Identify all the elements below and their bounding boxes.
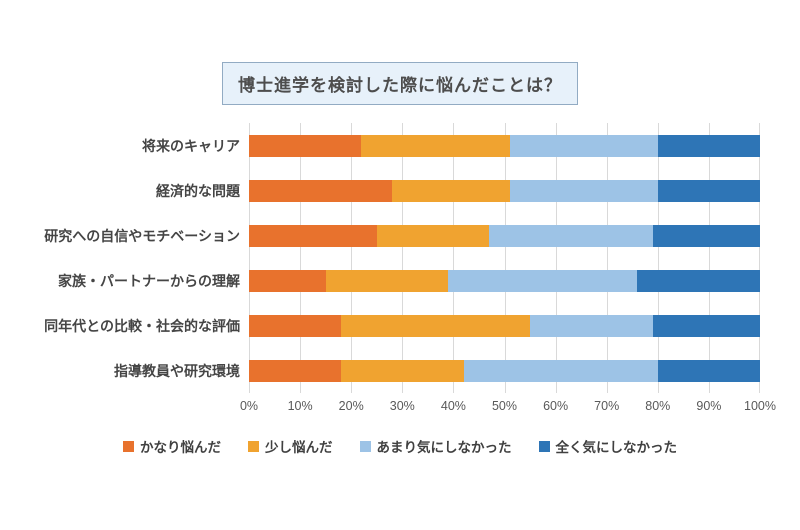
- category-label: 指導教員や研究環境: [114, 362, 240, 379]
- category-labels-column: 将来のキャリア経済的な問題研究への自信やモチベーション家族・パートナーからの理解…: [0, 123, 249, 393]
- category-label: 家族・パートナーからの理解: [58, 272, 240, 289]
- bar-segment-series-2: [376, 224, 490, 247]
- gridline-70: [606, 123, 608, 393]
- bar-segment-series-4: [652, 314, 760, 337]
- bar-segment-series-3: [509, 179, 658, 202]
- chart-title: 博士進学を検討した際に悩んだことは？: [222, 62, 578, 105]
- bar-segment-series-4: [657, 134, 760, 157]
- gridline-20: [351, 123, 353, 393]
- bar-segment-series-2: [325, 269, 449, 292]
- bar-segment-series-2: [361, 134, 510, 157]
- bar-segment-series-3: [509, 134, 658, 157]
- bar-segment-series-1: [249, 314, 341, 337]
- bar-row: [249, 258, 760, 303]
- x-axis-tick-label: 70%: [594, 399, 620, 413]
- legend-label: かなり悩んだ: [140, 440, 221, 455]
- x-axis-tick-label: 20%: [338, 399, 364, 413]
- bar-track: [249, 269, 760, 292]
- gridline-100: [759, 123, 760, 393]
- bar-segment-series-3: [448, 269, 638, 292]
- bar-segment-series-4: [657, 359, 760, 382]
- bar-segment-series-3: [463, 359, 658, 382]
- plot-wrap: 将来のキャリア経済的な問題研究への自信やモチベーション家族・パートナーからの理解…: [0, 123, 776, 413]
- bar-segment-series-3: [530, 314, 653, 337]
- bar-segment-series-1: [249, 359, 341, 382]
- gridline-30: [402, 123, 404, 393]
- x-axis-tick-label: 90%: [696, 399, 722, 413]
- chart-legend: かなり悩んだ 少し悩んだ あまり気にしなかった 全く気にしなかった: [0, 436, 800, 456]
- bar-segment-series-4: [652, 224, 760, 247]
- bar-segment-series-3: [489, 224, 653, 247]
- bars-layer: [249, 123, 760, 393]
- gridline-40: [453, 123, 455, 393]
- legend-item: かなり悩んだ: [123, 436, 221, 456]
- legend-label: あまり気にしなかった: [376, 440, 512, 455]
- bar-track: [249, 224, 760, 247]
- bar-segment-series-2: [392, 179, 510, 202]
- gridline-60: [555, 123, 557, 393]
- bar-segment-series-2: [340, 314, 531, 337]
- gridlines-layer: [249, 123, 760, 393]
- x-axis-tick-label: 0%: [239, 399, 259, 413]
- legend-swatch-icon: [248, 440, 259, 452]
- legend-swatch-icon: [123, 440, 134, 452]
- x-axis-tick-label: 30%: [389, 399, 415, 413]
- legend-item: 少し悩んだ: [248, 436, 333, 456]
- plot-area: 0% 10% 20% 30% 40% 50% 60% 70% 80% 90% 100%: [240, 123, 776, 413]
- gridline-80: [657, 123, 659, 393]
- legend-item: あまり気にしなかった: [359, 436, 512, 456]
- bar-row: [249, 168, 760, 213]
- gridline-90: [708, 123, 710, 393]
- bar-segment-series-1: [249, 134, 362, 157]
- legend-swatch-icon: [538, 440, 550, 452]
- gridline-50: [504, 123, 506, 393]
- gridline-10: [300, 123, 302, 393]
- bar-segment-series-1: [249, 224, 377, 247]
- bar-row: [249, 123, 760, 168]
- bar-row: [249, 348, 760, 393]
- x-axis-tick-label: 50%: [491, 399, 518, 413]
- category-label: 研究への自信やモチベーション: [44, 227, 240, 244]
- category-label: 将来のキャリア: [142, 137, 240, 154]
- x-axis-tick-label: 60%: [543, 399, 569, 413]
- x-axis-tick-label: 40%: [440, 399, 466, 413]
- x-axis-tick-label: 100%: [744, 399, 776, 413]
- legend-item: 全く気にしなかった: [538, 436, 678, 456]
- bar-segment-series-1: [249, 179, 393, 202]
- category-label: 同年代との比較・社会的な評価: [44, 317, 240, 334]
- bar-segment-series-2: [340, 359, 464, 382]
- category-label: 経済的な問題: [156, 182, 240, 199]
- legend-label: 全く気にしなかった: [555, 440, 678, 455]
- bar-row: [249, 303, 760, 348]
- gridline-0: [249, 123, 250, 393]
- bar-track: [249, 359, 760, 382]
- x-axis-tick-label: 10%: [287, 399, 313, 413]
- x-axis-tick-label: 80%: [645, 399, 671, 413]
- bar-track: [249, 134, 760, 157]
- bar-track: [249, 179, 760, 202]
- legend-swatch-icon: [359, 440, 371, 452]
- legend-label: 少し悩んだ: [265, 440, 333, 455]
- bar-row: [249, 213, 760, 258]
- bar-segment-series-1: [249, 269, 326, 292]
- bar-track: [249, 314, 760, 337]
- bar-segment-series-4: [637, 269, 760, 292]
- x-axis: 0% 10% 20% 30% 40% 50% 60% 70% 80% 90% 100%: [240, 399, 776, 417]
- bar-segment-series-4: [657, 179, 760, 202]
